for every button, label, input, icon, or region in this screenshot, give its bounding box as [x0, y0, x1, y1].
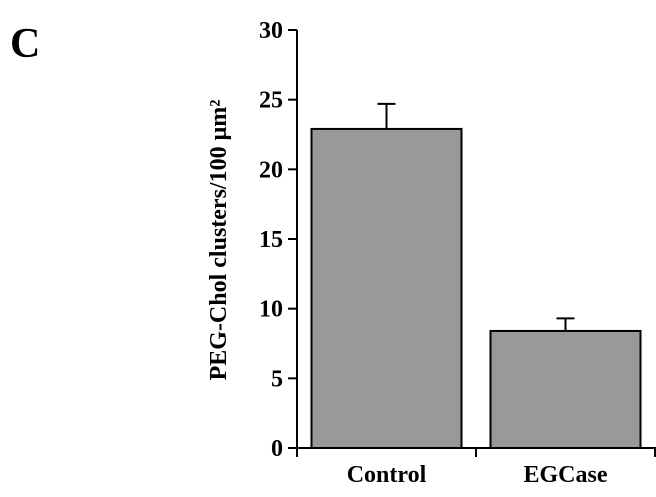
bars — [310, 102, 642, 449]
y-tick-label: 30 — [259, 18, 283, 44]
bar-egcase — [489, 329, 642, 449]
y-tick-label: 25 — [259, 88, 283, 114]
y-tick-label: 5 — [271, 366, 283, 392]
y-tick-label: 20 — [259, 157, 283, 183]
y-tick-label: 10 — [259, 297, 283, 323]
x-tick-label-control: Control — [347, 462, 427, 488]
panel-label: C — [10, 21, 41, 67]
bar-control — [310, 127, 463, 449]
x-tick-label-egcase: EGCase — [524, 462, 608, 488]
labels: 0 5 10 15 20 25 30 Control EGCase PEG-Chol cluste… — [206, 18, 608, 488]
y-tick-label: 0 — [271, 436, 283, 462]
y-axis-title: PEG-Chol clusters/100 μm² — [206, 100, 232, 381]
y-tick-label: 15 — [259, 227, 283, 253]
